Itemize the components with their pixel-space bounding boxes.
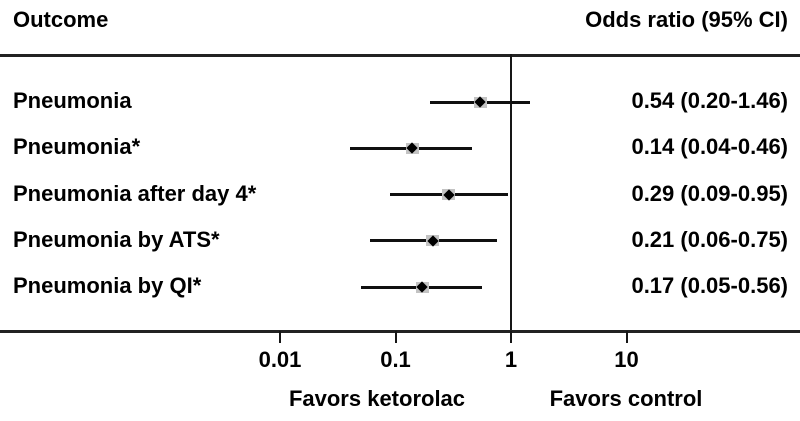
row-label: Pneumonia after day 4* (13, 180, 257, 206)
axis-tick (625, 331, 628, 343)
odds-ratio-value: 0.21 (0.06-0.75) (631, 226, 788, 252)
row-label: Pneumonia (13, 88, 132, 113)
header-divider-rule (0, 54, 800, 57)
axis-tick (510, 331, 512, 343)
odds-ratio-value: 0.17 (0.05-0.56) (631, 273, 788, 298)
odds-ratio-value: 0.29 (0.09-0.95) (631, 180, 788, 206)
row-label: Pneumonia* (13, 134, 141, 160)
row-label: Pneumonia by ATS* (13, 226, 220, 252)
row-label: Pneumonia by QI* (13, 273, 202, 298)
axis-tick-label: 1 (504, 347, 518, 372)
axis-tick (394, 331, 397, 343)
odds-ratio-value: 0.54 (0.20-1.46) (631, 88, 788, 113)
axis-tick (279, 331, 281, 343)
reference-line (510, 54, 512, 331)
column-header-odds-ratio: Odds ratio (95% CI) (585, 7, 788, 32)
x-axis-line (0, 330, 800, 333)
axis-tick-label: 0.1 (380, 347, 411, 372)
axis-tick-label: 0.01 (258, 347, 302, 372)
column-header-outcome: Outcome (13, 7, 109, 32)
axis-tick-label: 10 (614, 347, 639, 372)
odds-ratio-value: 0.14 (0.04-0.46) (631, 134, 788, 160)
favors-right-label: Favors control (549, 386, 703, 411)
favors-left-label: Favors ketorolac (288, 386, 466, 411)
